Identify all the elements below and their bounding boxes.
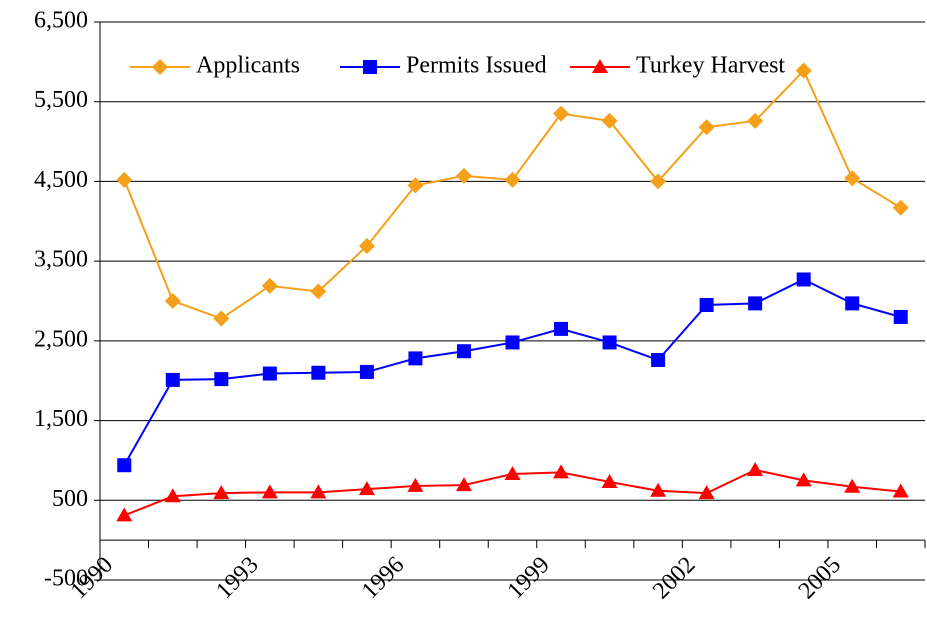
point (116, 507, 133, 522)
point (845, 296, 860, 311)
point (795, 472, 812, 487)
x-tick-label: 1996 (357, 552, 409, 604)
point (795, 62, 812, 79)
point (553, 105, 570, 122)
point (651, 352, 666, 367)
y-tick-label: 6,500 (34, 8, 88, 34)
point (601, 112, 618, 129)
x-tick-label: 1993 (211, 552, 263, 604)
legend-label: Turkey Harvest (636, 53, 785, 79)
point (261, 277, 278, 294)
point (359, 364, 374, 379)
point (796, 272, 811, 287)
point (650, 482, 667, 497)
point (554, 321, 569, 336)
point (699, 297, 714, 312)
point (407, 477, 424, 492)
legend-marker (152, 59, 168, 75)
point (262, 366, 277, 381)
y-tick-label: -500 (44, 566, 88, 592)
point (455, 477, 472, 492)
point (455, 167, 472, 184)
point (892, 483, 909, 498)
point (601, 473, 618, 488)
point (698, 485, 715, 500)
point (164, 293, 181, 309)
point (456, 344, 471, 359)
point (213, 310, 230, 327)
point (214, 372, 229, 387)
point (844, 170, 861, 187)
point (602, 335, 617, 350)
y-tick-label: 500 (52, 486, 88, 512)
point (505, 335, 520, 350)
legend-marker (592, 59, 608, 73)
y-tick-label: 5,500 (34, 87, 88, 113)
series-line (123, 278, 902, 466)
point (892, 199, 909, 216)
legend-label: Permits Issued (406, 53, 547, 79)
point (408, 351, 423, 366)
point (310, 283, 327, 300)
point (844, 478, 861, 493)
point (748, 296, 763, 311)
point (261, 484, 278, 499)
point (213, 485, 230, 500)
point (504, 171, 521, 188)
point (650, 173, 667, 190)
legend-label: Applicants (196, 53, 300, 79)
point (165, 372, 180, 387)
point (116, 171, 133, 188)
x-tick-label: 1999 (503, 552, 555, 604)
y-tick-label: 2,500 (34, 326, 88, 352)
x-tick-label: 1990 (66, 552, 118, 604)
point (553, 464, 570, 479)
x-tick-label: 2002 (648, 552, 700, 604)
point (893, 309, 908, 324)
x-tick-label: 2005 (794, 552, 846, 604)
y-tick-label: 3,500 (34, 247, 88, 273)
point (747, 461, 764, 476)
point (358, 481, 375, 496)
point (164, 488, 181, 503)
point (504, 465, 521, 480)
y-tick-label: 4,500 (34, 167, 88, 193)
point (698, 119, 715, 136)
point (310, 484, 327, 499)
point (407, 177, 424, 194)
series-line (123, 68, 902, 320)
legend-marker (363, 60, 377, 74)
point (117, 458, 132, 473)
point (311, 365, 326, 380)
point (747, 112, 764, 129)
point (358, 237, 375, 254)
y-tick-label: 1,500 (34, 406, 88, 432)
